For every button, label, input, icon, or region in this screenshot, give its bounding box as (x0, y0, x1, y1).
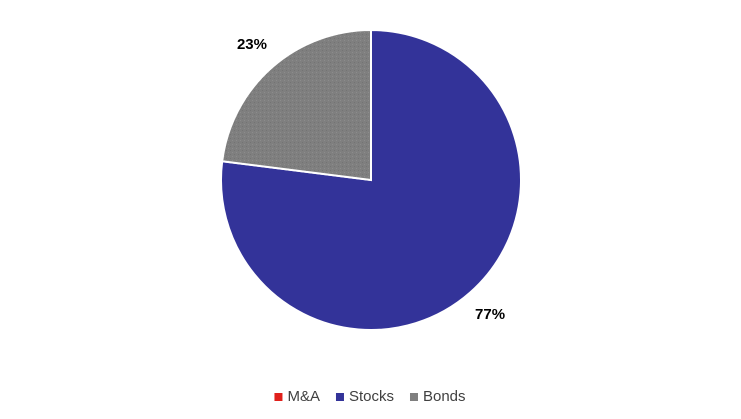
pie-data-labels: 77% 23% (237, 36, 505, 323)
data-label-bonds: 23% (237, 36, 267, 53)
legend-item-bonds: Bonds (409, 388, 466, 405)
legend-swatch-m-a (274, 393, 283, 401)
data-label-stocks: 77% (475, 306, 505, 323)
legend-item-m-a: M&A (274, 388, 320, 405)
legend-swatch-bonds (409, 393, 418, 401)
legend-label-bonds: Bonds (423, 388, 466, 405)
chart-legend: M&A Stocks Bonds (274, 388, 466, 405)
legend-item-stocks: Stocks (335, 388, 394, 405)
pie-slice-bonds (221, 28, 372, 182)
pie-slices (220, 28, 522, 331)
legend-swatch-stocks (335, 393, 344, 401)
legend-label-stocks: Stocks (349, 388, 394, 405)
legend-label-m-a: M&A (287, 388, 320, 405)
pie-slice-stocks (220, 28, 522, 331)
